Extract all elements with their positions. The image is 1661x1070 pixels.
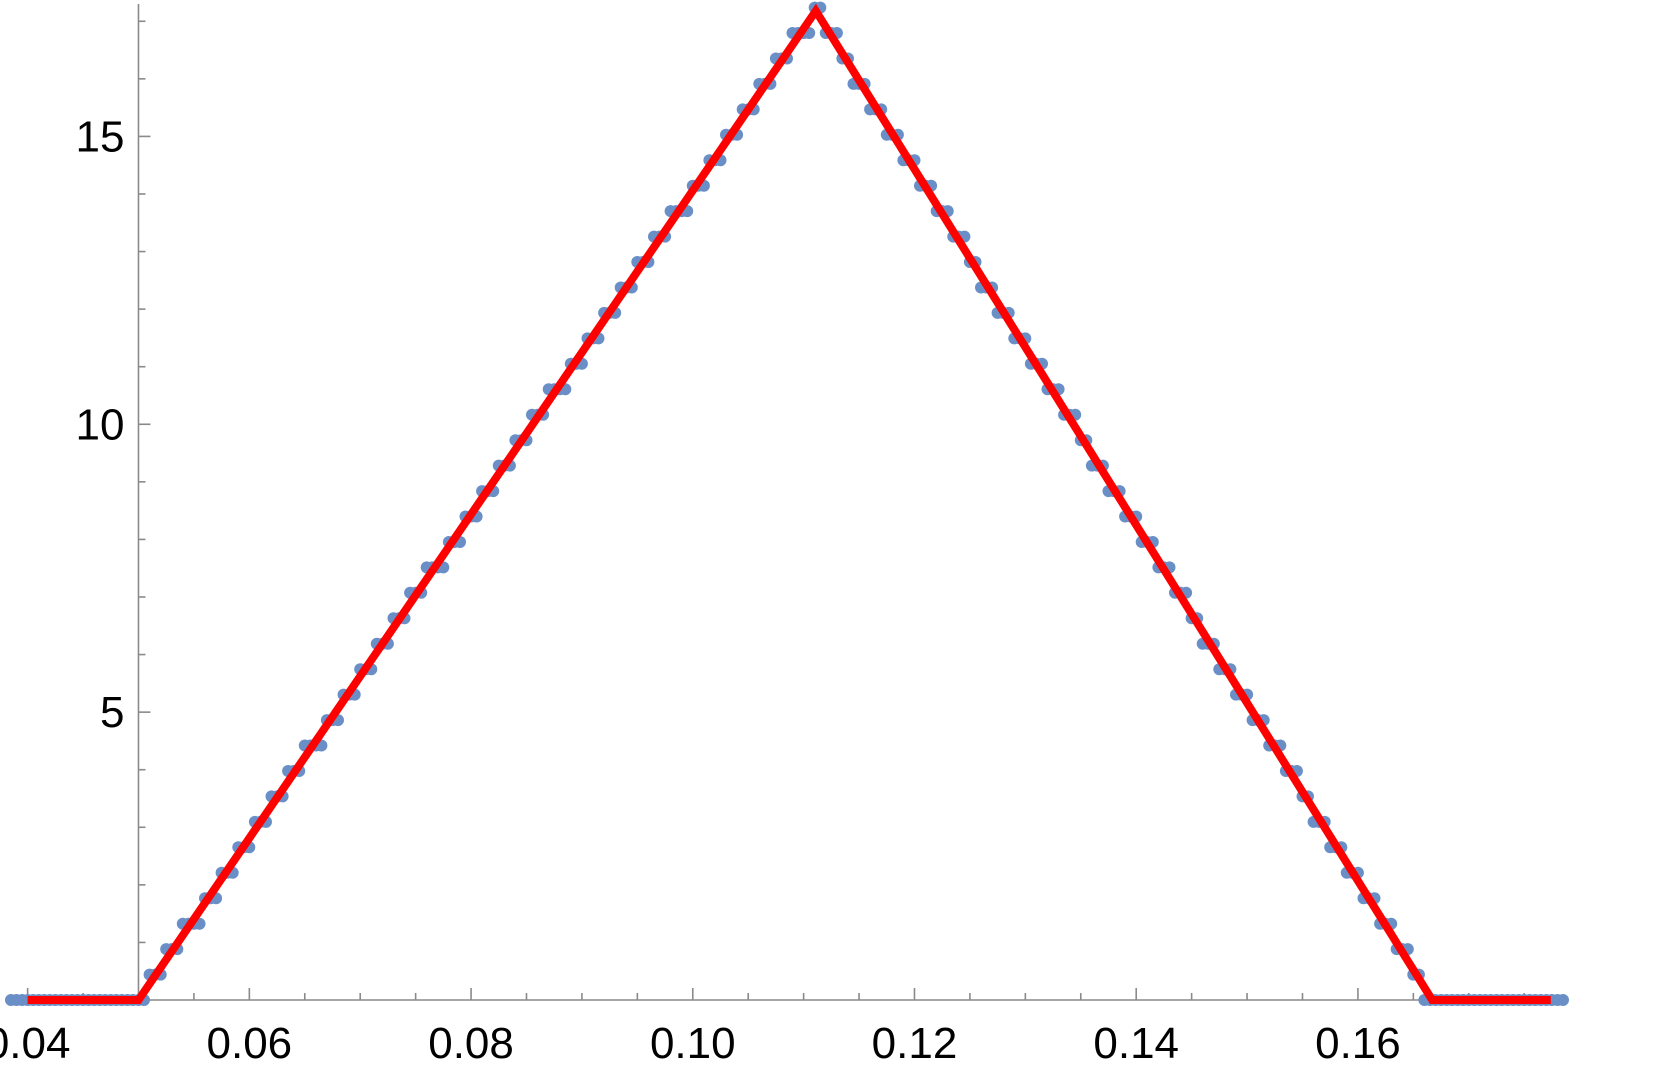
x-tick-label: 0.10	[650, 1019, 736, 1068]
density-line	[27, 3, 1551, 1004]
x-tick-label: 0.12	[872, 1019, 958, 1068]
y-tick-label: 15	[76, 112, 125, 161]
axes	[11, 4, 1563, 1001]
density-curve	[27, 3, 1551, 1004]
y-tick-label: 10	[76, 400, 125, 449]
x-tick-label: 0.04	[0, 1019, 70, 1068]
y-tick-label: 5	[100, 688, 124, 737]
x-tick-label: 0.16	[1315, 1019, 1401, 1068]
x-tick-label: 0.14	[1093, 1019, 1179, 1068]
x-tick-label: 0.06	[207, 1019, 293, 1068]
tick-labels: 0.04 0.06 0.08 0.10 0.12 0.14 0.16 5 10 15	[0, 112, 1401, 1068]
x-tick-label: 0.08	[428, 1019, 514, 1068]
data-point	[1557, 994, 1569, 1006]
